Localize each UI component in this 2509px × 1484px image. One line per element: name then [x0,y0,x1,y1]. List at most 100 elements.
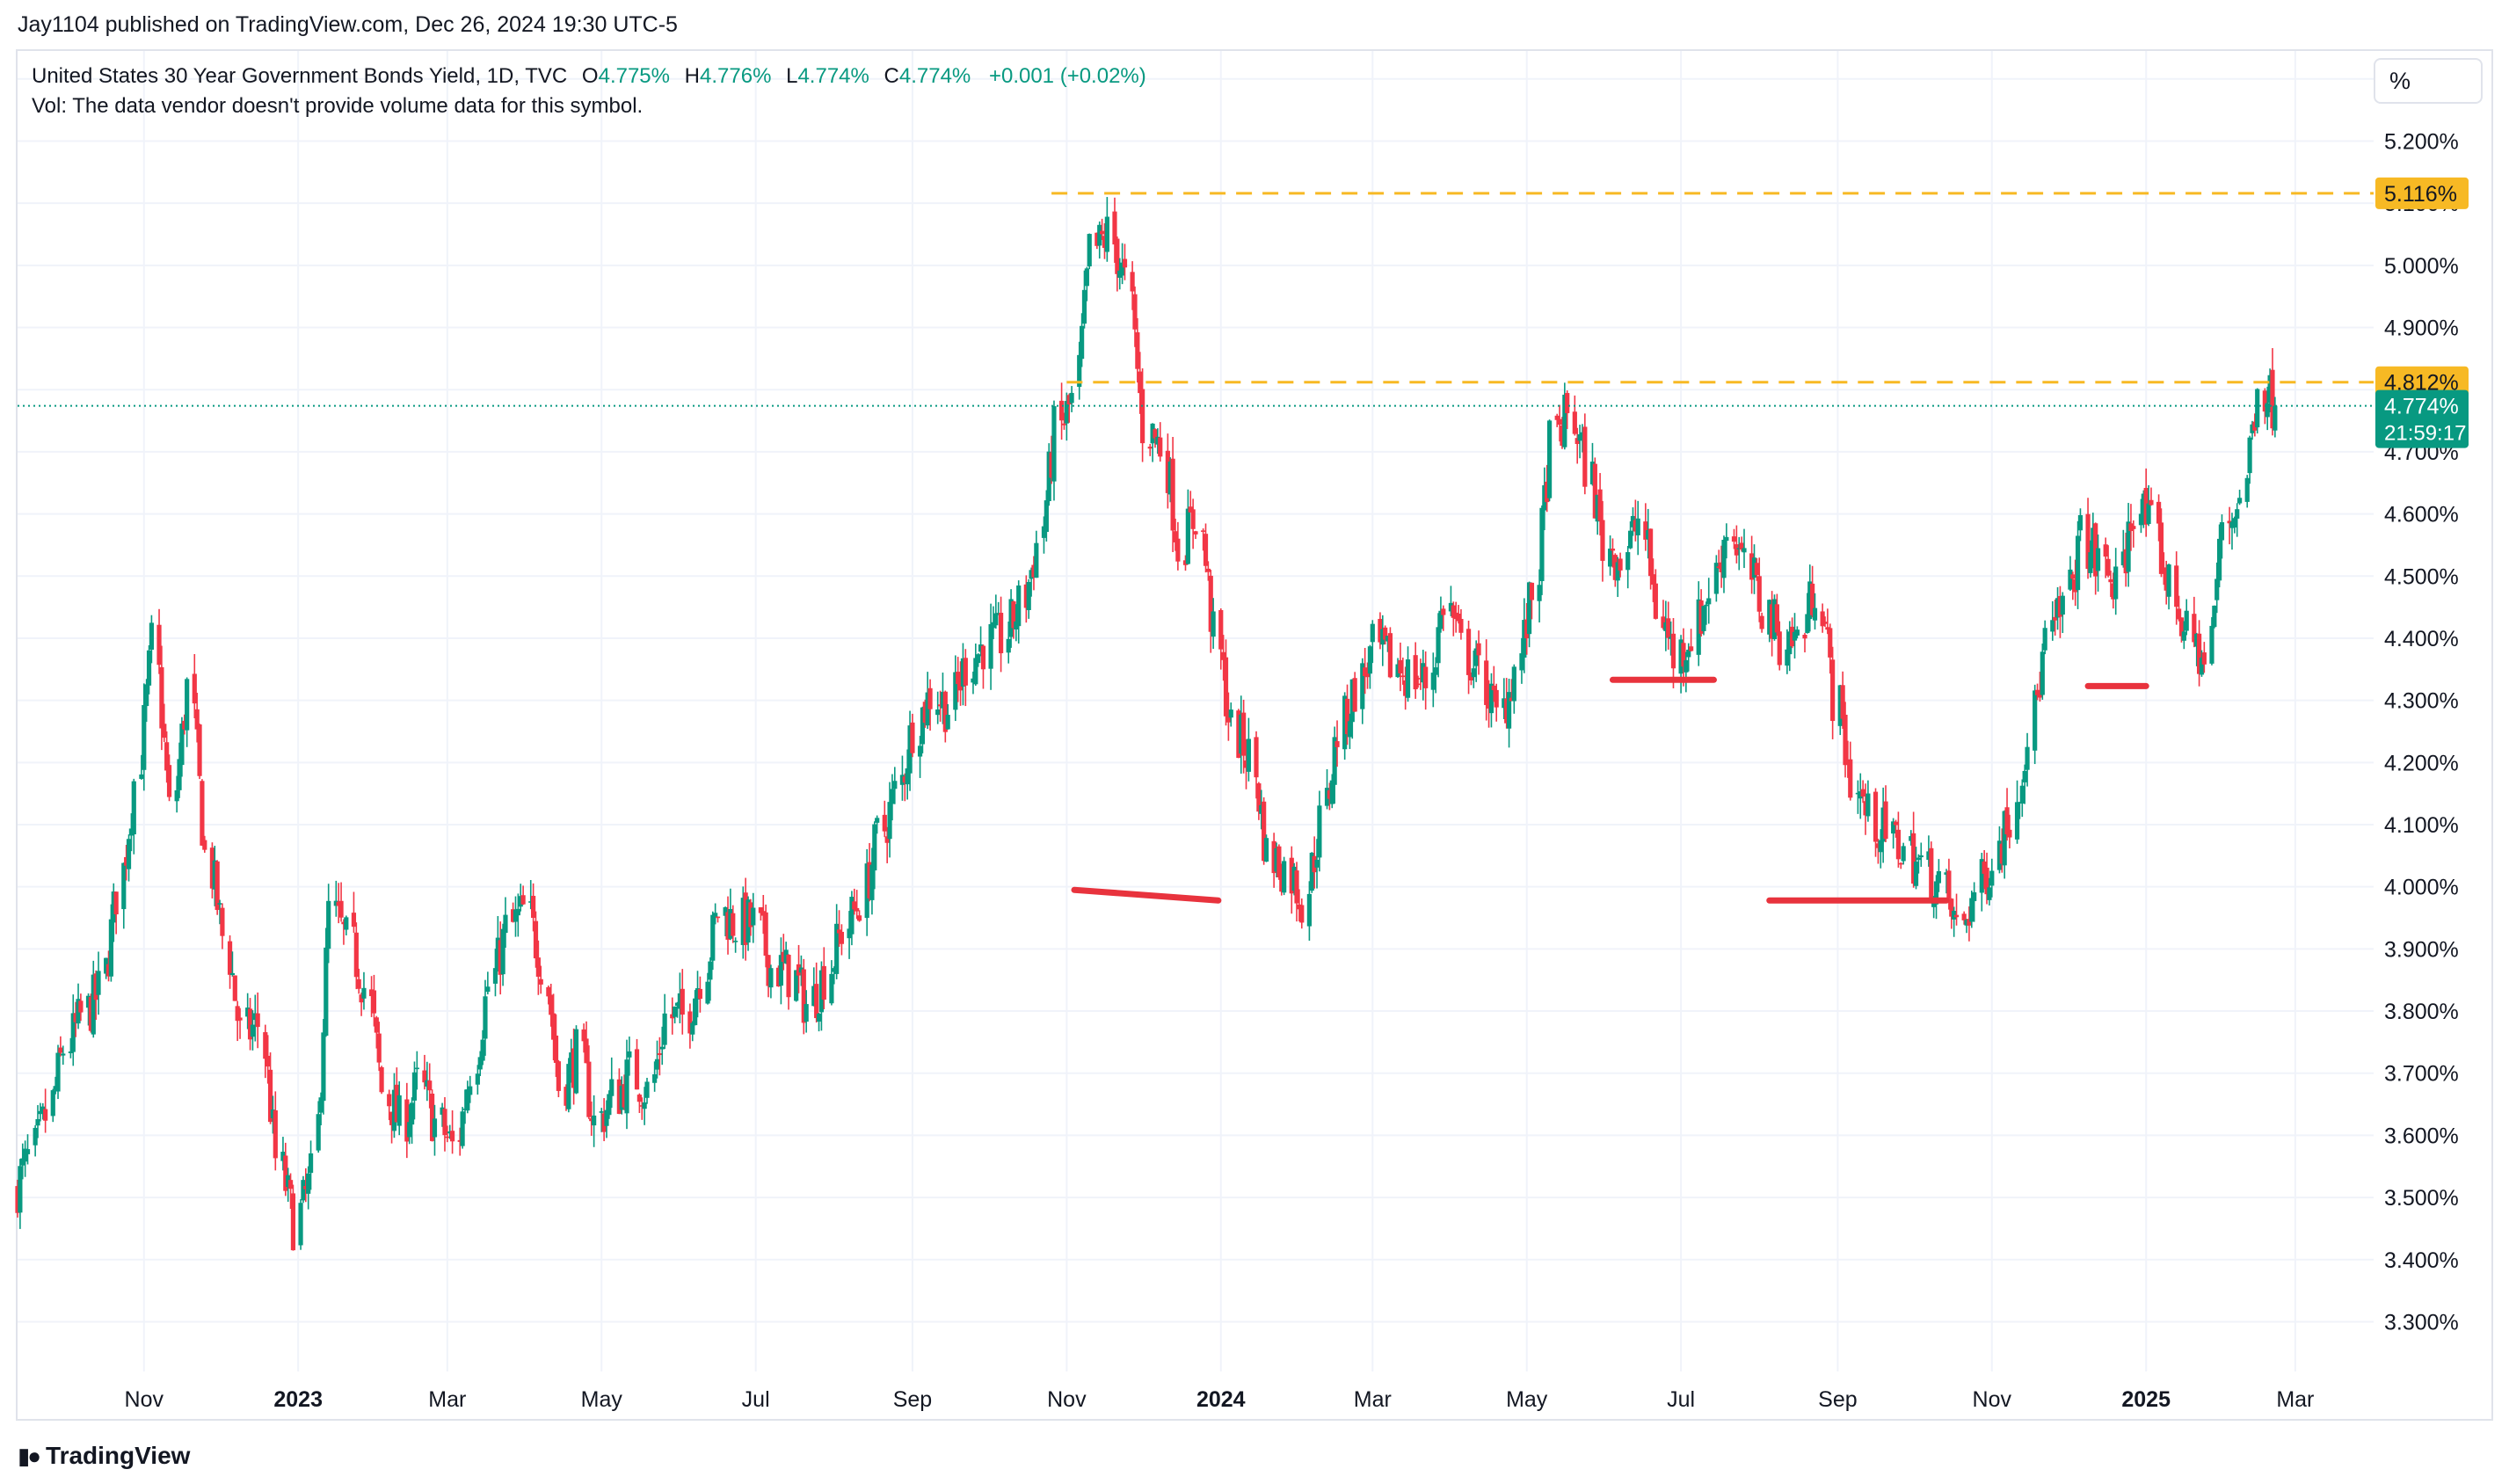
candle-body [1972,891,1977,901]
candle-body [2105,558,2111,576]
candle-body [1327,789,1333,799]
candle-body [1147,447,1153,449]
candle-body [1049,452,1054,478]
candle-body [1364,673,1371,678]
candle-body [1185,508,1190,564]
candle-body [2111,583,2116,600]
candle-body [1731,536,1737,542]
candle-body [1878,840,1883,853]
candle-body [654,1058,660,1070]
candle-body [1400,675,1406,678]
candle-body [832,968,837,972]
candle-body [535,957,541,977]
candle-body [1120,262,1125,276]
candle-body [875,818,880,823]
candle-body [725,912,731,940]
candle-body [2037,690,2043,698]
candle-body [2143,488,2149,525]
candle-body [1502,698,1507,709]
candle-body [1228,709,1233,718]
candle-body [2181,631,2186,641]
candle-body [855,907,860,912]
candle-body [697,988,702,1000]
candle-body [1582,426,1588,487]
candle-body [1436,627,1441,664]
candle-body [814,984,819,1019]
candle-body [642,1102,647,1109]
candle-body [1901,846,1906,862]
candle-body [1491,685,1496,691]
candle-body [2091,527,2096,554]
candle-body [1405,659,1411,698]
candle-body [690,1022,695,1035]
candle-body [1456,613,1461,622]
candle-body [50,1090,55,1117]
candle-body [344,917,349,930]
candle-body [1023,584,1029,608]
candle-body [2176,608,2182,620]
candle-body [2088,552,2093,573]
candle-body [2236,498,2243,504]
y-tick-label: 4.300% [2384,689,2459,714]
candle-body [1969,898,1974,922]
candle-body [1756,576,1762,612]
candle-body [1982,861,1987,874]
candle-body [2138,513,2144,526]
x-tick-label: May [581,1387,623,1412]
candle-body [1759,615,1764,629]
candle-body [1398,659,1403,673]
candle-body [121,862,127,910]
candle-body [2095,548,2101,571]
candle-body [1494,689,1499,708]
x-tick-label: May [1506,1387,1548,1412]
candle-body [1117,270,1123,278]
candle-body [156,624,162,666]
candle-body [1670,633,1676,669]
candle-body [804,1004,809,1022]
candle-body [1792,631,1798,641]
candle-body [794,970,799,1001]
candle-body [1100,230,1105,235]
unit-toggle-button[interactable]: % [2374,58,2483,104]
candle-body [1087,234,1092,266]
candle-body [816,1014,822,1022]
y-tick-label: 4.000% [2384,876,2459,900]
candle-body [673,1006,678,1017]
candle-body [2025,746,2030,770]
candle-body [1138,371,1143,394]
candle-body [1378,618,1383,643]
candle-body [368,989,375,997]
candle-body [768,968,774,988]
candle-body [1332,737,1337,785]
candle-body [1008,599,1014,637]
candle-body [1873,791,1879,842]
candle-body [1858,791,1863,799]
candle-body [2123,549,2128,574]
candle-body [177,759,182,790]
candle-body [599,1111,604,1113]
candle-body [2270,369,2275,429]
candle-body [2212,605,2217,628]
tradingview-logo[interactable]: ▮● TradingView [18,1442,190,1470]
candle-body [1041,526,1047,538]
candle-body [973,658,978,685]
candle-body [1967,919,1972,926]
candle-body [1828,628,1833,658]
candle-body [1749,553,1755,580]
candle-body [953,672,958,710]
candle-body [1630,515,1636,527]
candle-body [674,1002,680,1007]
chart-frame[interactable] [16,49,2493,1421]
candle-body [1352,678,1357,712]
candle-body [23,1148,28,1162]
candle-body [1066,395,1072,405]
candle-body [586,1061,592,1117]
y-tick-label: 5.200% [2384,129,2459,154]
candle-body [1306,893,1312,927]
candle-body [957,681,964,691]
candle-body [1317,805,1322,858]
legend-volume-note: Vol: The data vendor doesn't provide vol… [32,94,644,118]
candle-body [61,1053,66,1056]
candle-body [229,972,236,976]
